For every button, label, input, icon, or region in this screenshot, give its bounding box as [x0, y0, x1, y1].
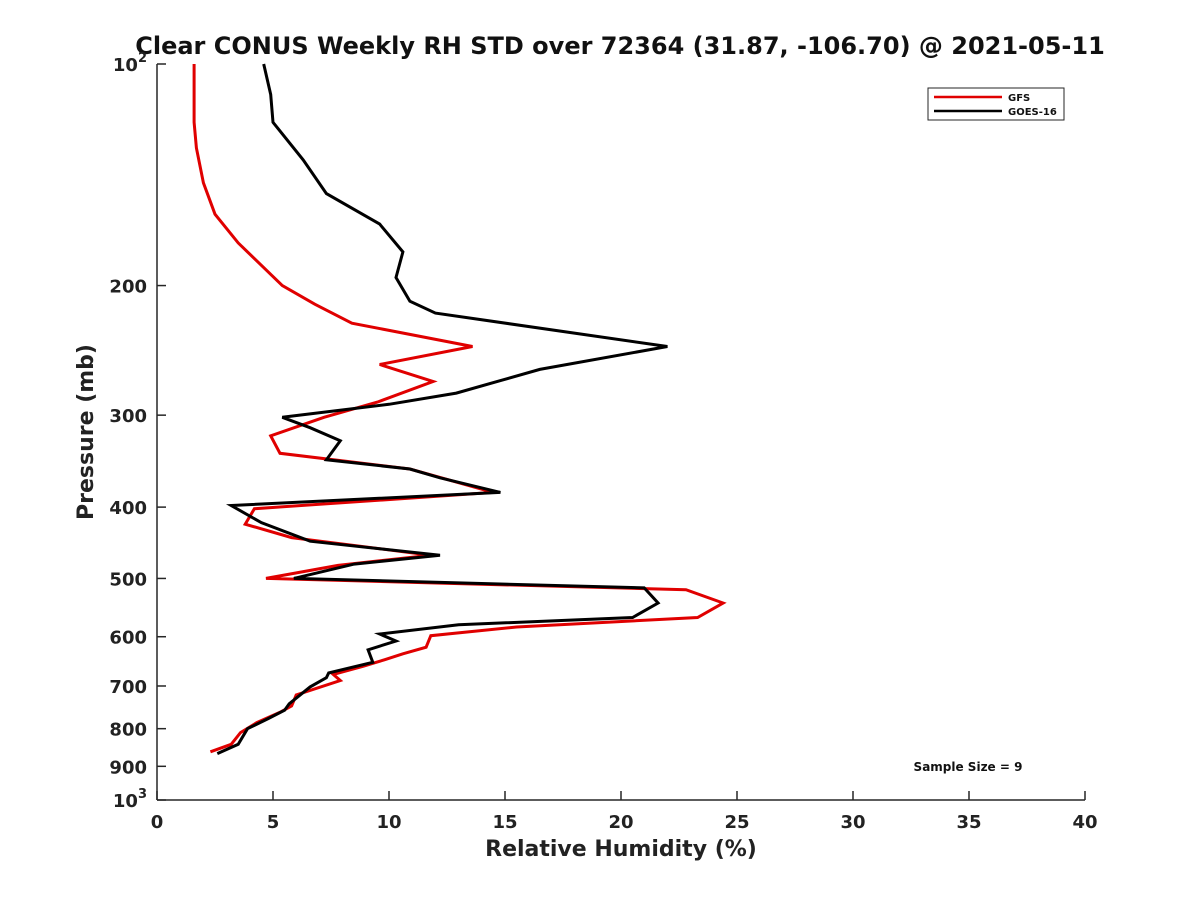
x-tick-label: 15 [492, 812, 517, 833]
series-layer [192, 63, 727, 755]
plot-area [157, 64, 1085, 800]
series-line-gfs [192, 64, 727, 754]
chart-title: Clear CONUS Weekly RH STD over 72364 (31… [135, 32, 1105, 60]
y-tick-label: 900 [109, 757, 147, 778]
y-tick-label: 600 [109, 628, 147, 649]
y-tick-label: 700 [109, 677, 147, 698]
legend[interactable]: GFS GOES-16 [927, 87, 1065, 121]
x-tick-label: 10 [376, 812, 401, 833]
y-tick-label: 300 [109, 406, 147, 427]
x-tick-label: 40 [1072, 812, 1097, 833]
y-tick-exponent: 2 [138, 51, 147, 66]
x-tick-label: 35 [956, 812, 981, 833]
x-ticks: 0 5 10 15 20 25 30 35 40 [151, 791, 1098, 833]
y-tick-label: 103 [113, 787, 147, 812]
legend-box [927, 87, 1065, 121]
y-tick-label: 800 [109, 720, 147, 741]
y-tick-label: 200 [109, 277, 147, 298]
y-tick-label: 500 [109, 569, 147, 590]
y-tick-label: 400 [109, 498, 147, 519]
x-tick-label: 0 [151, 812, 164, 833]
legend-label-gfs: GFS [1008, 93, 1030, 104]
y-ticks: 102 200 300 400 500 600 700 800 900 103 [109, 51, 166, 812]
x-axis-label: Relative Humidity (%) [485, 837, 757, 862]
x-tick-label: 20 [608, 812, 633, 833]
sample-size-annotation: Sample Size = 9 [914, 760, 1023, 774]
y-tick-label: 102 [113, 51, 147, 76]
series-line-goes16 [216, 63, 668, 755]
y-tick-exponent: 3 [138, 787, 147, 802]
x-tick-label: 5 [267, 812, 280, 833]
x-tick-label: 30 [840, 812, 865, 833]
x-tick-label: 25 [724, 812, 749, 833]
y-axis-label: Pressure (mb) [74, 344, 99, 520]
legend-label-goes16: GOES-16 [1008, 107, 1057, 118]
